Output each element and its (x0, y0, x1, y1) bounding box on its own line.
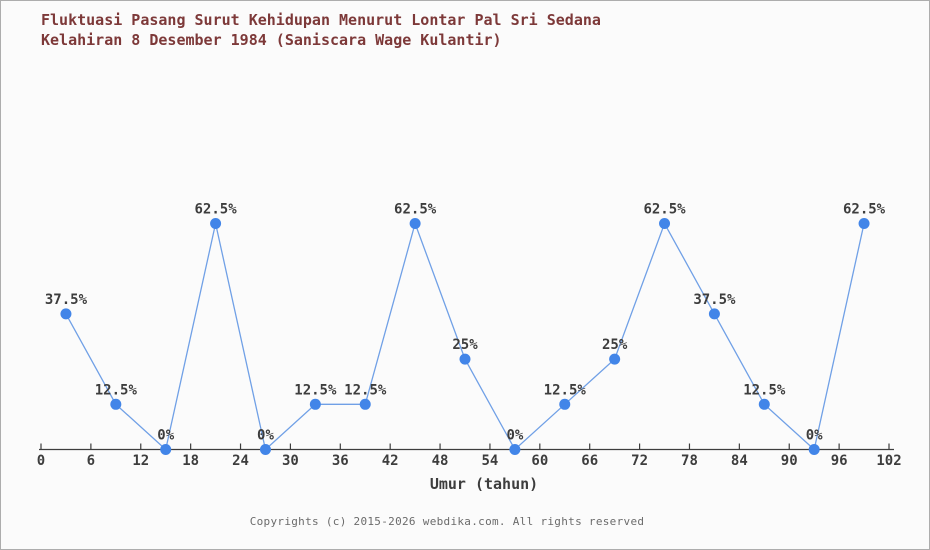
data-point-label: 12.5% (95, 382, 138, 398)
data-point-label: 62.5% (843, 202, 886, 218)
data-point-label: 62.5% (643, 202, 686, 218)
x-axis-tick-label: 24 (232, 453, 249, 469)
data-point-label: 12.5% (544, 382, 587, 398)
x-axis-tick-label: 96 (831, 453, 848, 469)
data-point-label: 62.5% (394, 202, 437, 218)
data-point-marker (210, 218, 222, 229)
data-point-label: 0% (157, 428, 174, 444)
x-axis-tick-label: 36 (332, 453, 349, 469)
data-point-marker (309, 398, 321, 410)
x-axis-tick-label: 102 (876, 453, 901, 469)
data-point-marker (160, 444, 172, 455)
data-point-marker (659, 218, 671, 229)
data-point-label: 25% (452, 337, 478, 353)
x-axis-tick-label: 12 (132, 453, 149, 469)
x-axis-tick-label: 48 (432, 453, 449, 469)
x-axis-tick-label: 84 (731, 453, 748, 469)
x-axis-tick-label: 42 (382, 453, 399, 469)
data-point-marker (259, 444, 271, 455)
data-point-label: 12.5% (294, 382, 337, 398)
copyright-footer: Copyrights (c) 2015-2026 webdika.com. Al… (249, 515, 645, 528)
x-axis-tick-label: 30 (282, 453, 299, 469)
data-point-marker (459, 353, 471, 365)
chart-title: Fluktuasi Pasang Surut Kehidupan Menurut… (41, 10, 601, 50)
data-point-marker (60, 308, 72, 320)
x-axis-tick-label: 54 (482, 453, 499, 469)
data-point-label: 0% (257, 428, 274, 444)
data-point-marker (758, 398, 770, 410)
data-point-label: 12.5% (743, 382, 786, 398)
x-axis-tick-label: 0 (37, 453, 45, 469)
x-axis-tick-label: 66 (581, 453, 598, 469)
x-axis-tick-label: 90 (781, 453, 798, 469)
x-axis-tick-label: 78 (681, 453, 698, 469)
data-point-marker (708, 308, 720, 320)
data-point-marker (609, 353, 621, 365)
data-point-label: 37.5% (45, 292, 88, 308)
chart-title-line1: Fluktuasi Pasang Surut Kehidupan Menurut… (41, 11, 601, 29)
data-point-marker (409, 218, 421, 229)
chart-title-line2: Kelahiran 8 Desember 1984 (Saniscara Wag… (41, 31, 502, 49)
data-point-marker (110, 398, 122, 410)
data-point-marker (808, 444, 820, 455)
data-point-label: 25% (602, 337, 628, 353)
data-point-marker (509, 444, 521, 455)
x-axis-title: Umur (tahun) (430, 475, 538, 493)
data-point-marker (359, 398, 371, 410)
x-axis-tick-label: 72 (631, 453, 648, 469)
x-axis-tick-label: 6 (87, 453, 95, 469)
data-point-marker (559, 398, 571, 410)
data-point-label: 0% (806, 428, 823, 444)
x-axis-tick-label: 18 (182, 453, 199, 469)
data-point-label: 62.5% (195, 202, 238, 218)
data-point-marker (858, 218, 870, 229)
data-point-label: 12.5% (344, 382, 387, 398)
data-point-label: 0% (506, 428, 523, 444)
data-point-label: 37.5% (693, 292, 736, 308)
x-axis-tick-label: 60 (531, 453, 548, 469)
